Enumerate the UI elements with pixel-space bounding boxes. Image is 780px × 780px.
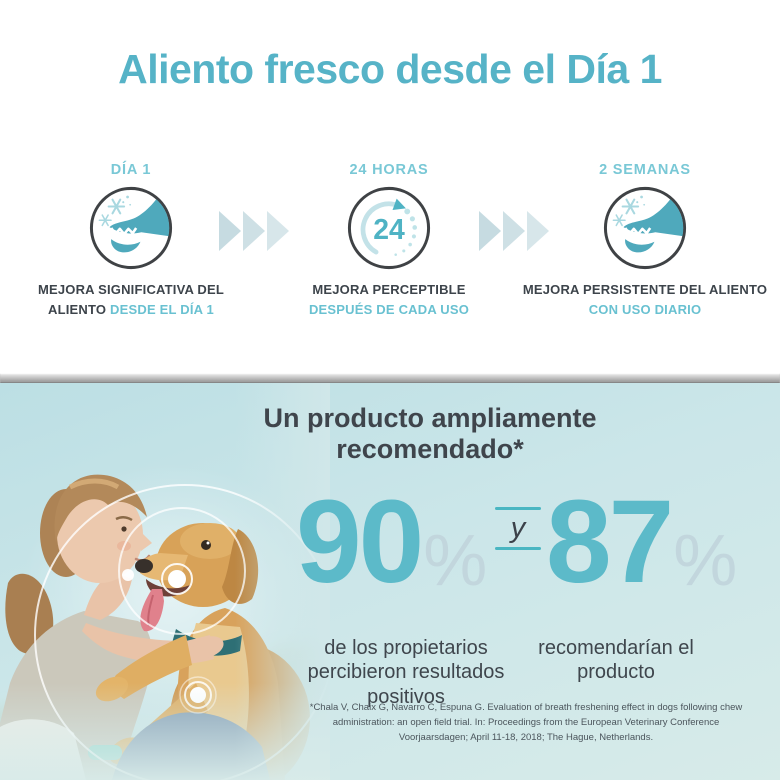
- woman-with-golden-retriever-puppy-photo: [0, 383, 330, 780]
- connector-label: y: [510, 512, 526, 544]
- stage-caption: MEJORA SIGNIFICATIVA DEL ALIENTO DESDE E…: [25, 280, 237, 320]
- page-title-emphasis: Día 1: [566, 46, 662, 92]
- percent-sign: %: [673, 521, 738, 601]
- stage-label: 24 HORAS: [349, 162, 429, 178]
- stat-90-percent: 90 %: [296, 483, 487, 601]
- stat-value: 87: [546, 476, 674, 608]
- dog-breath-snowflakes-icon: [602, 185, 688, 271]
- study-footnote: *Chala V, Chaix G, Navarro C, Espuna G. …: [309, 702, 743, 743]
- stage-caption: MEJORA PERCEPTIBLE DESPUÉS DE CADA USO: [298, 280, 480, 320]
- metallic-divider: [0, 373, 780, 383]
- stage-caption-dark: MEJORA PERCEPTIBLE: [312, 282, 466, 297]
- clock-24-icon: 24: [346, 185, 432, 271]
- connector-line-top: [495, 507, 541, 510]
- stage-caption-dark: MEJORA SIGNIFICATIVA DEL ALIENTO: [37, 282, 225, 318]
- stat-90-caption: de los propietarios percibieron resultad…: [307, 637, 505, 708]
- and-connector: y: [492, 507, 544, 550]
- clock-24-number: 24: [373, 214, 405, 246]
- timeline-stage-2weeks: 2 SEMANAS MEJORA PERSISTENTE DEL ALIENTO…: [510, 162, 780, 320]
- percent-sign: %: [423, 521, 488, 601]
- page-title-text: Aliento fresco desde el: [118, 46, 556, 92]
- timeline-stage-24hours: 24 HORAS 24 MEJORA PERCEPTIBLE DESPUÉS D…: [276, 162, 502, 320]
- page-title: Aliento fresco desde el Día 1: [0, 46, 780, 93]
- stat-87-caption: recomendarían el producto: [538, 637, 694, 684]
- stage-label: DÍA 1: [110, 162, 152, 178]
- stat-value: 90: [296, 476, 424, 608]
- stage-caption-accent: DESPUÉS DE CADA USO: [308, 302, 470, 318]
- stat-87-percent: 87 %: [546, 483, 737, 601]
- stage-caption-dark: MEJORA PERSISTENTE DEL ALIENTO: [522, 282, 768, 297]
- stage-caption-accent: DESDE EL DÍA 1: [110, 302, 214, 318]
- timeline-stage-day1: DÍA 1 MEJORA SIGNIFICATIVA DEL ALIENTO D…: [14, 162, 248, 320]
- stage-label: 2 SEMANAS: [599, 162, 691, 178]
- stage-caption-accent: CON USO DIARIO: [588, 302, 702, 318]
- recommendation-section: Un producto ampliamente recomendado* 90 …: [0, 383, 780, 780]
- recommendation-title: Un producto ampliamente recomendado*: [263, 403, 597, 465]
- fresh-breath-timeline-section: Aliento fresco desde el Día 1 DÍA 1 MEJO…: [0, 0, 780, 373]
- stage-caption: MEJORA PERSISTENTE DEL ALIENTO CON USO D…: [517, 280, 773, 320]
- connector-line-bottom: [495, 546, 541, 550]
- dog-breath-snowflakes-icon: [88, 185, 174, 271]
